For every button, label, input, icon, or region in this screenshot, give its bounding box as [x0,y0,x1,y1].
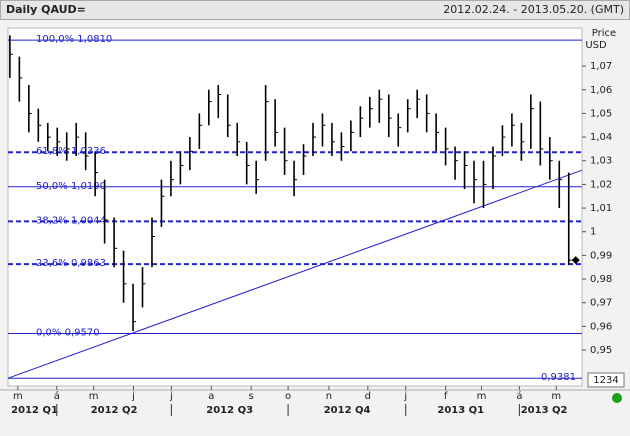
status-indicator [612,393,622,403]
y-tick-label: 0,98 [590,274,612,285]
fib-label: 100,0% 1,0810 [36,34,112,45]
trendline [7,169,583,379]
x-tick-label: n [326,391,332,402]
quarter-label: 2012 Q3 [206,405,253,416]
fib-label: 0,0% 0,9570 [36,327,100,338]
x-tick-label: o [285,391,291,402]
quarter-label: 2013 Q1 [437,405,484,416]
x-tick-label: m [551,391,561,402]
y-tick-label: 1,02 [590,179,612,190]
x-tick-label: á [54,390,60,402]
quarter-label: 2013 Q2 [521,405,568,416]
x-tick-label: j [169,391,173,402]
y-tick-label: 0,96 [590,321,612,332]
plot-area [7,27,583,387]
y-tick-label: 1 [590,227,596,238]
x-tick-label: m [89,391,99,402]
last-price-marker [571,256,580,265]
y-tick-label: 0,97 [590,298,612,309]
chart-title: Daily QAUD= [6,3,86,16]
y-tick-label: 0,95 [590,345,612,356]
fib-label: 50,0% 1,0190 [36,181,106,192]
fib-label: 38,2% 1,0044 [36,215,106,226]
x-tick-label: a [208,391,214,402]
date-range: 2012.02.24. - 2013.05.20. (GMT) [443,3,624,16]
x-tick-label: m [477,391,487,402]
quarter-label: 2012 Q2 [91,405,138,416]
x-tick-label: f [444,391,448,402]
x-tick-label: á [516,390,522,402]
y-tick-label: 1,01 [590,203,612,214]
y-tick-label: 1,07 [590,61,612,72]
y-tick-label: 1,06 [590,85,612,96]
x-tick-label: j [403,391,407,402]
x-tick-label: m [13,391,23,402]
fib-label: 61,8% 1,0336 [36,146,106,157]
x-tick-label: s [249,391,254,402]
quarter-label: 2012 Q1 [11,405,58,416]
y-tick-label: 1,04 [590,132,612,143]
quarter-label: 2012 Q4 [324,405,371,416]
y-axis-label: Price [592,28,616,39]
y-tick-label: 1,05 [590,108,612,119]
fib-label: 23,6% 0,9863 [36,258,106,269]
fib-label: 0,9381 [541,372,576,383]
y-tick-label: 1,03 [590,156,612,167]
x-tick-label: j [131,391,135,402]
button-label[interactable]: 1234 [593,375,618,386]
button[interactable] [587,372,625,388]
y-axis-label: USD [585,40,607,51]
y-tick-label: 0,99 [590,250,612,261]
x-tick-label: d [365,391,371,402]
